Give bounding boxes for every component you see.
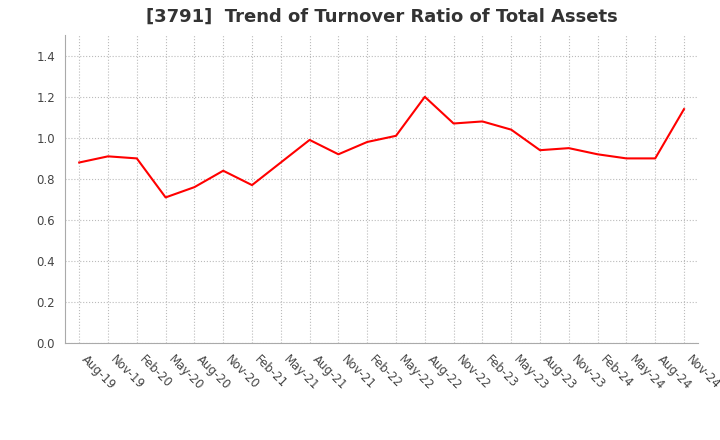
Title: [3791]  Trend of Turnover Ratio of Total Assets: [3791] Trend of Turnover Ratio of Total … [145,7,618,26]
